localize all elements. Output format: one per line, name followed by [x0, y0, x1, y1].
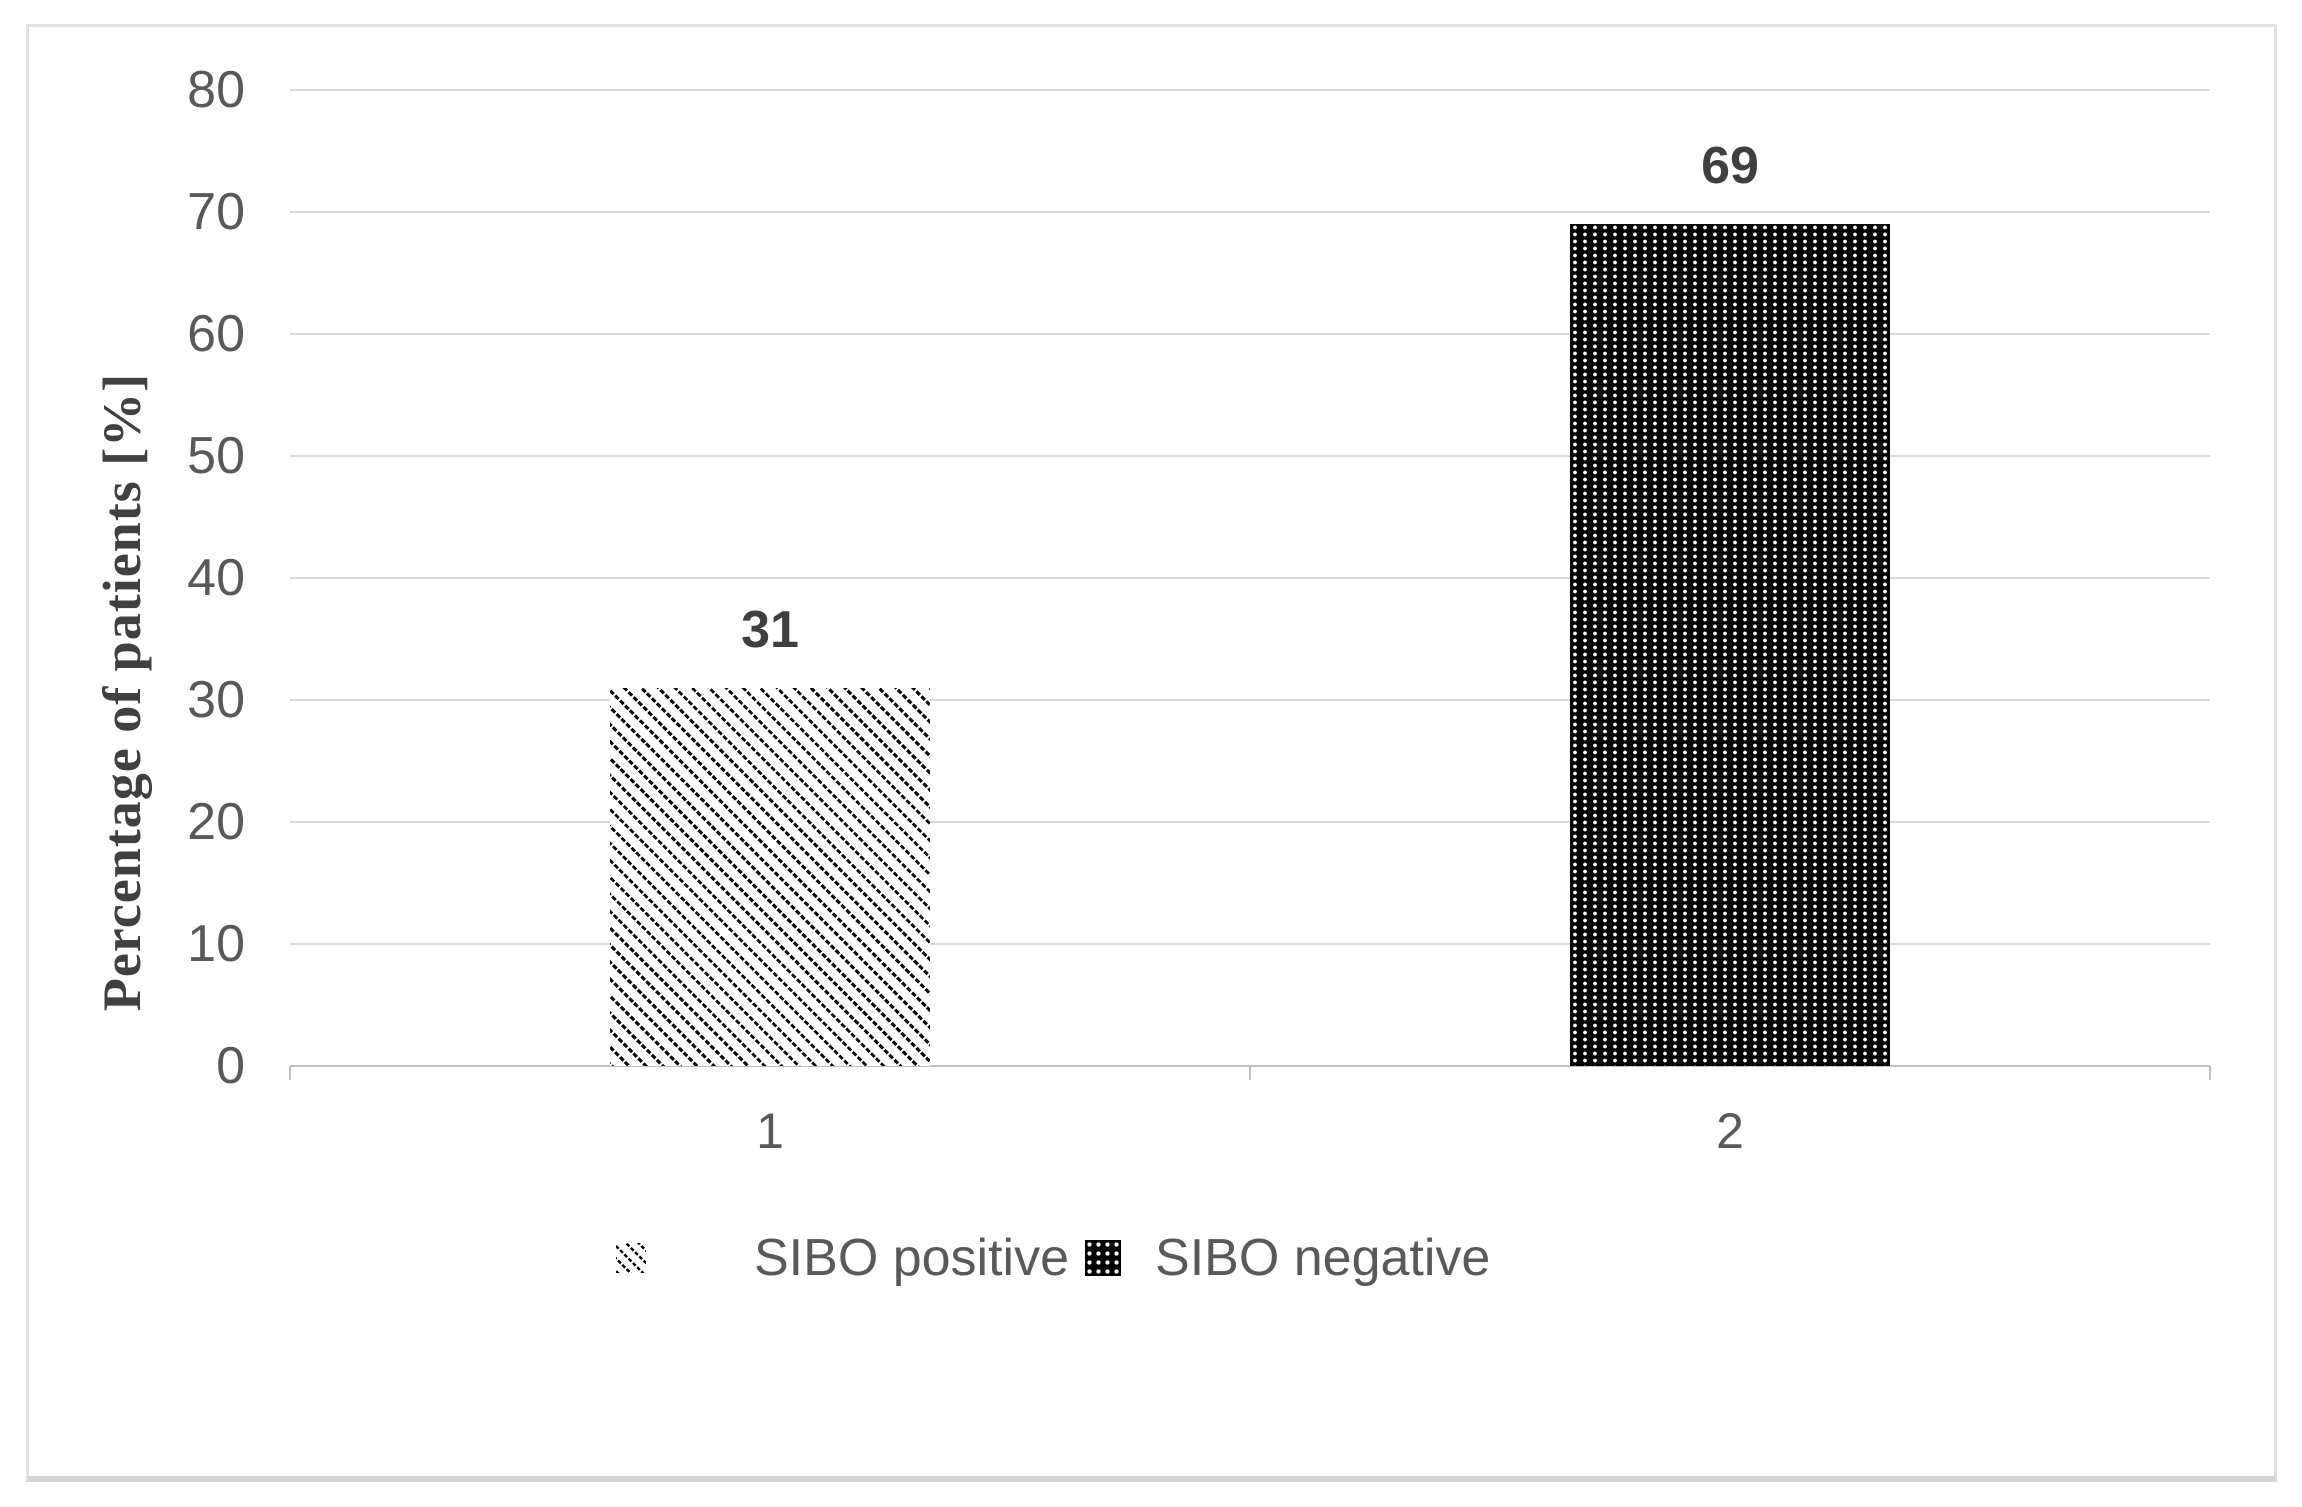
x-category-label: 1	[756, 1103, 784, 1159]
gridline-70	[290, 211, 2210, 213]
legend-label: SIBO positive	[754, 1229, 1070, 1287]
y-tick-label: 50	[187, 427, 245, 485]
gridline-20	[290, 821, 2210, 823]
y-tick-label: 80	[187, 61, 245, 119]
gridline-30	[290, 699, 2210, 701]
bar-sibo-positive	[610, 687, 930, 1066]
legend-swatch-dot-pattern	[1085, 1240, 1122, 1276]
legend-swatch-diagonal-pattern	[616, 1243, 646, 1273]
gridline-50	[290, 455, 2210, 457]
y-tick-label: 40	[187, 549, 245, 607]
y-tick-label: 70	[187, 183, 245, 241]
gridline-40	[290, 577, 2210, 579]
y-tick-label: 20	[187, 793, 245, 851]
y-tick-label: 60	[187, 305, 245, 363]
x-axis-tick-0	[289, 1066, 291, 1080]
legend: SIBO positive SIBO negative	[616, 1226, 1490, 1290]
x-category-label: 2	[1716, 1103, 1744, 1159]
bar-data-label: 69	[1701, 137, 1759, 196]
bar-data-label: 31	[741, 600, 799, 659]
gridline-10	[290, 943, 2210, 945]
x-axis-tick-2	[2209, 1066, 2211, 1080]
chart-area-frame	[26, 24, 2277, 1482]
gridline-60	[290, 333, 2210, 335]
y-tick-label: 10	[187, 915, 245, 973]
legend-label: SIBO negative	[1155, 1229, 1491, 1287]
y-tick-label: 30	[187, 671, 245, 729]
bar-sibo-negative	[1570, 224, 1890, 1066]
x-axis-tick-1	[1249, 1066, 1251, 1080]
gridline-80	[290, 89, 2210, 91]
y-tick-label: 0	[216, 1037, 245, 1095]
y-axis-title: Percentage of patients [%]	[92, 372, 152, 1012]
